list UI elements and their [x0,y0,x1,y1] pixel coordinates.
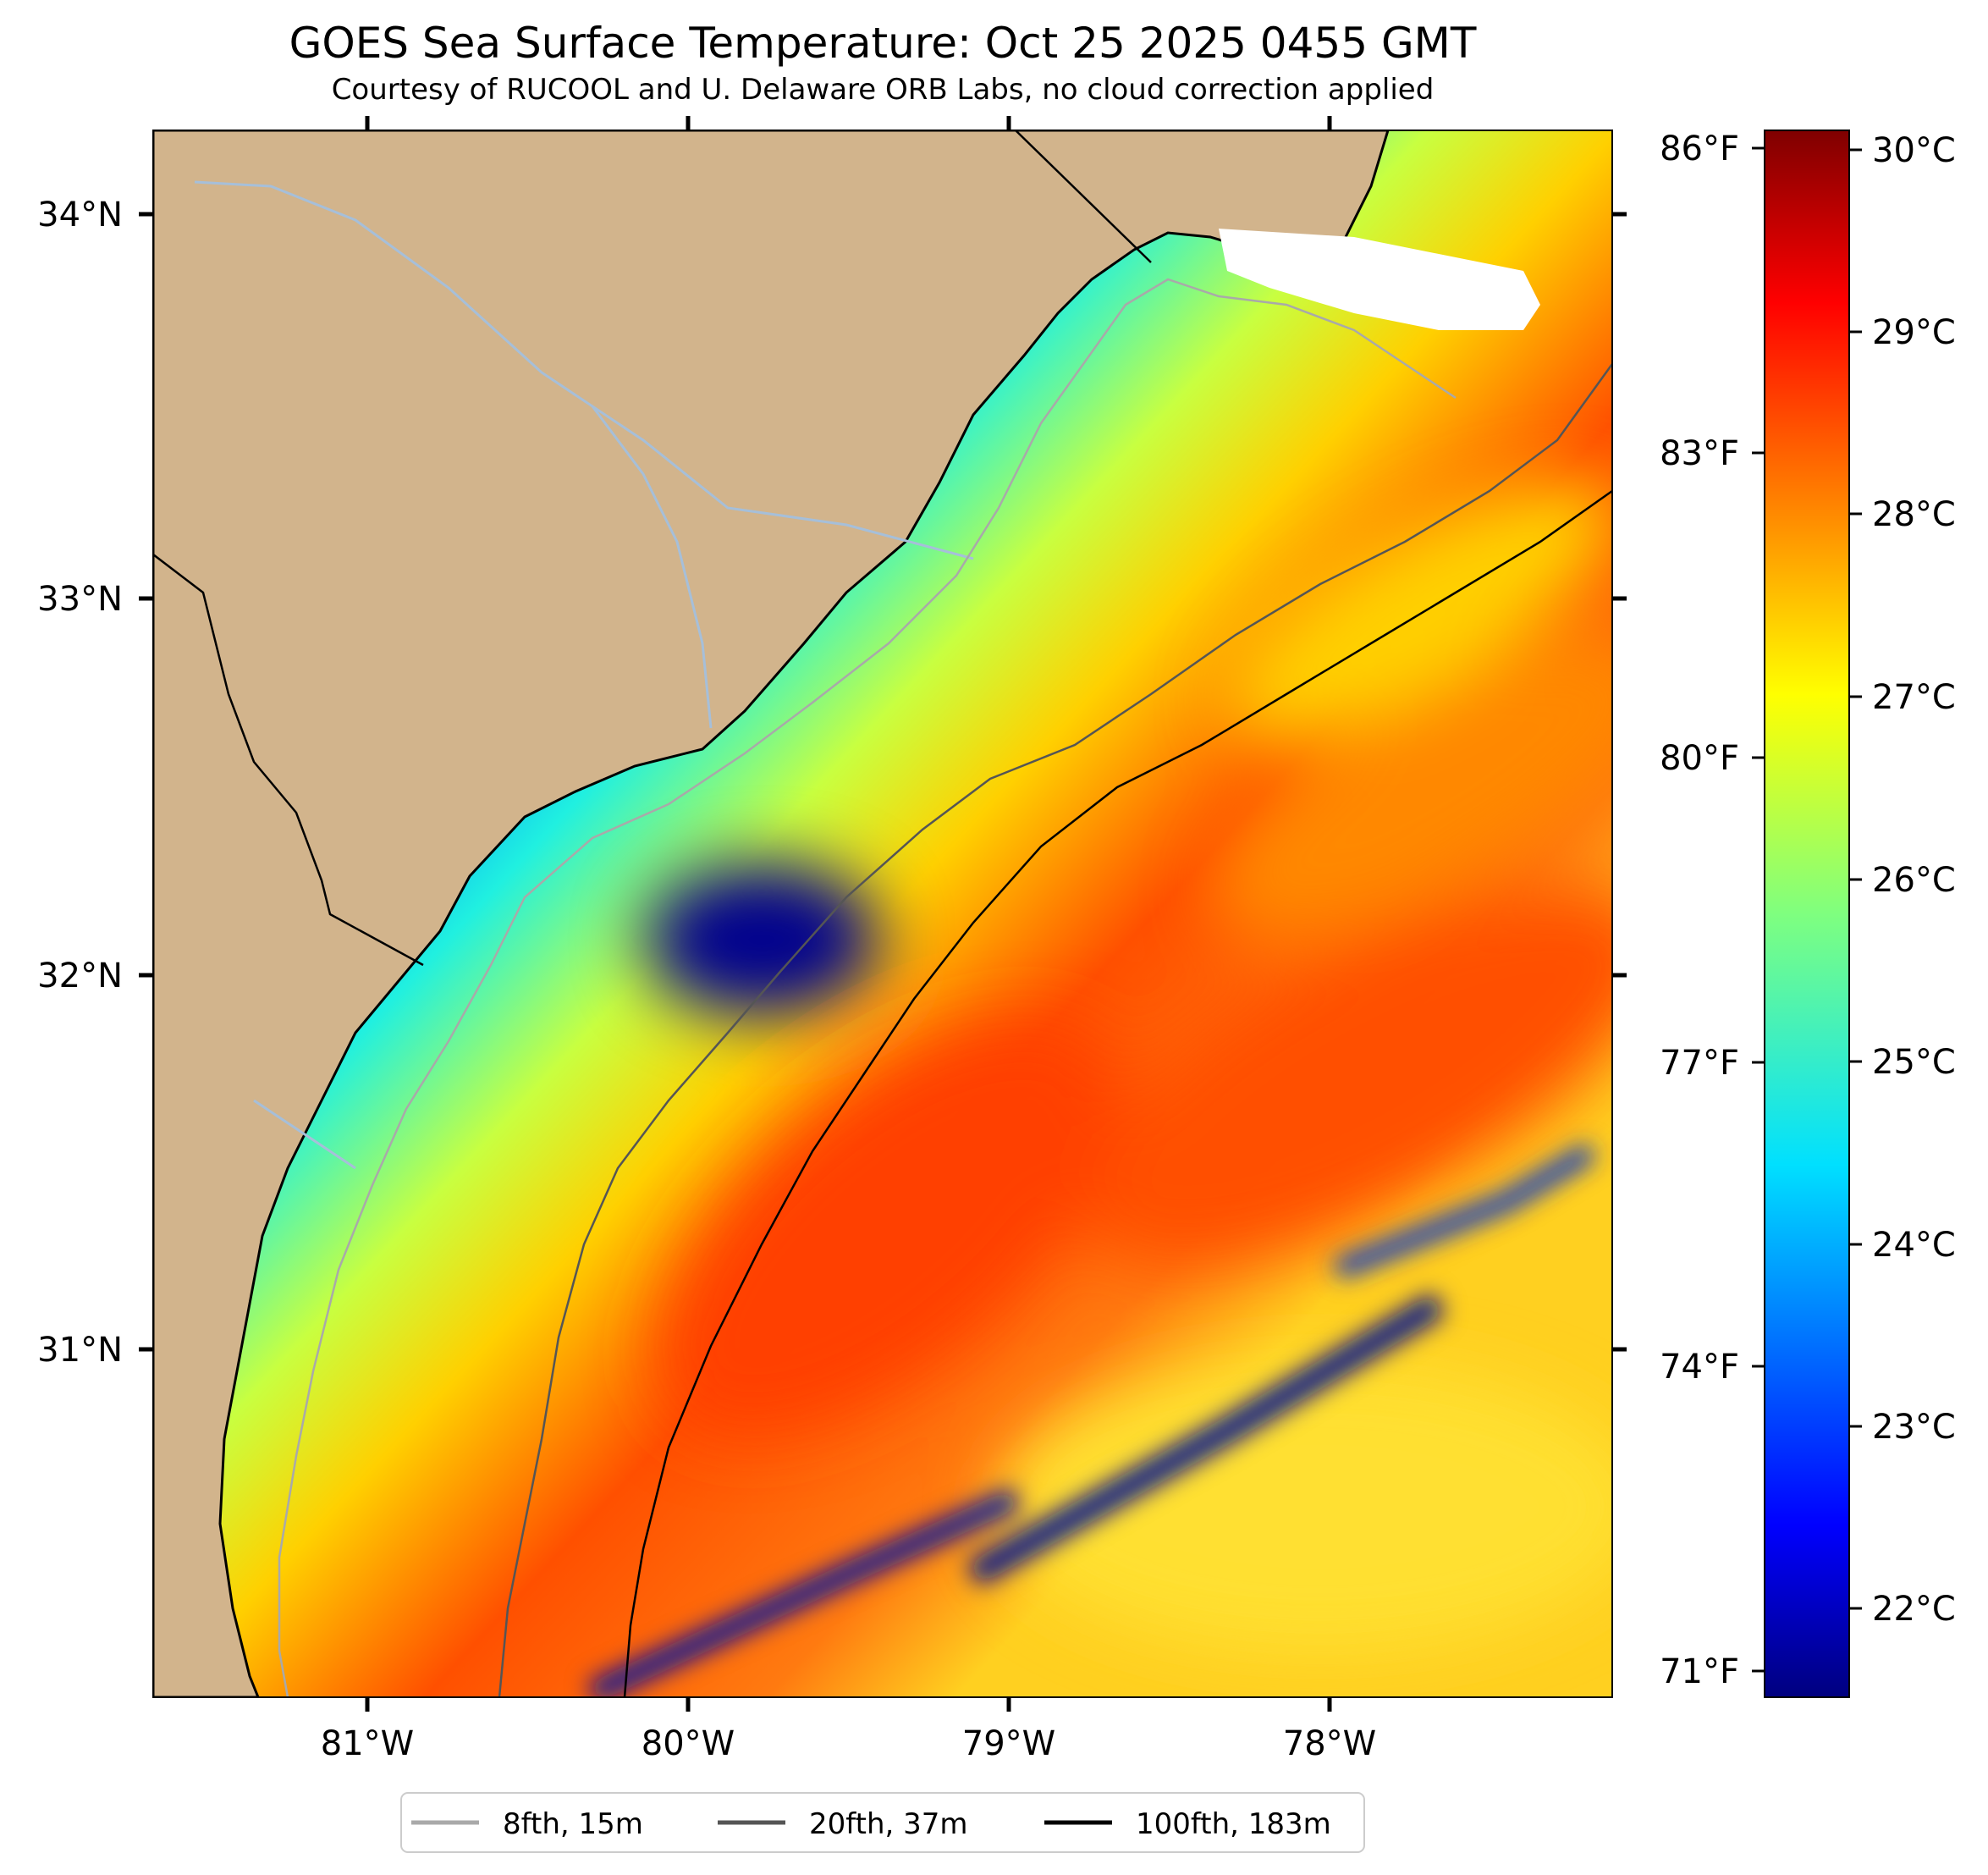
lon-label: 79°W [962,1724,1055,1763]
lon-ticks [365,116,1332,1712]
no-data-region [1219,229,1540,330]
fahrenheit-ticks [1752,146,1765,1673]
fahrenheit-label: 86°F [1660,130,1739,168]
fahrenheit-label: 74°F [1660,1348,1739,1387]
lon-label: 81°W [321,1724,414,1763]
map-title: GOES Sea Surface Temperature: Oct 25 202… [289,19,1477,68]
lon-label: 80°W [642,1724,735,1763]
map-subtitle: Courtesy of RUCOOL and U. Delaware ORB L… [332,73,1435,107]
cold-filaments [587,1143,1596,1697]
fahrenheit-label: 83°F [1660,434,1739,473]
celsius-label: 27°C [1872,678,1956,717]
celsius-label: 28°C [1872,495,1956,534]
sst-features [643,481,1612,1651]
legend-label-20fth: 20fth, 37m [809,1807,968,1841]
isobath-20fth [498,363,1612,1697]
celsius-label: 22°C [1872,1590,1956,1629]
celsius-label: 26°C [1872,861,1956,900]
celsius-label: 24°C [1872,1226,1956,1265]
legend: 8fth, 15m 20fth, 37m 100fth, 183m [400,1792,1365,1853]
map-area [153,130,1612,1697]
lat-label: 34°N [37,196,123,234]
lat-label: 32°N [37,957,123,995]
isobath-100fth [623,489,1612,1697]
legend-box [400,1792,1365,1853]
celsius-ticks [1849,148,1862,1610]
land [153,130,1390,1697]
legend-label-100fth: 100fth, 183m [1136,1807,1331,1841]
legend-label-8fth: 8fth, 15m [503,1807,643,1841]
rivers [194,180,974,1170]
celsius-label: 25°C [1872,1043,1956,1082]
celsius-label: 29°C [1872,313,1956,352]
lat-label: 33°N [37,580,123,619]
lat-ticks [139,212,1627,1352]
map-frame [152,130,1613,1698]
state-border [153,130,1152,967]
fahrenheit-label: 77°F [1660,1044,1739,1083]
fahrenheit-label: 71°F [1660,1652,1739,1691]
celsius-label: 30°C [1872,131,1956,170]
celsius-label: 23°C [1872,1408,1956,1447]
lat-label: 31°N [37,1331,123,1370]
colorbar [1764,130,1850,1698]
isobath-8fth [278,278,1457,1697]
lon-label: 78°W [1283,1724,1376,1763]
fahrenheit-label: 80°F [1660,739,1739,778]
